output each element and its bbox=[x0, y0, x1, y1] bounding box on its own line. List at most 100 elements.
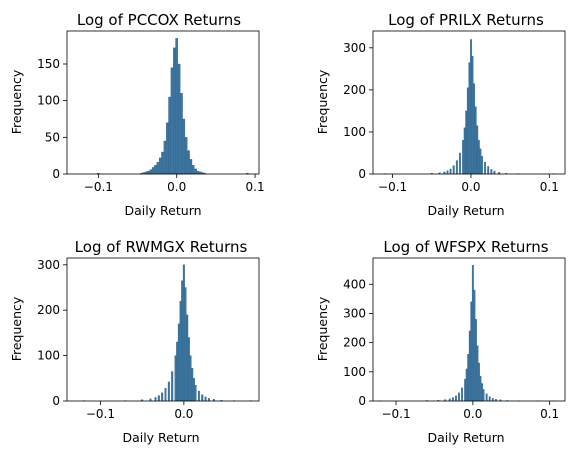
histogram-bar bbox=[482, 389, 485, 402]
histogram-bar bbox=[462, 140, 465, 175]
histogram-bar bbox=[446, 170, 449, 175]
histogram-bar bbox=[466, 87, 469, 175]
histogram-bar bbox=[207, 398, 210, 402]
histogram-bar bbox=[164, 388, 167, 402]
histogram-bar bbox=[179, 300, 182, 402]
histogram-bar bbox=[170, 67, 174, 175]
plot-frame bbox=[372, 30, 566, 175]
histogram-bar bbox=[464, 378, 467, 402]
histogram-bar bbox=[187, 337, 190, 402]
histogram-bar bbox=[184, 137, 188, 175]
histogram-bar bbox=[473, 83, 476, 175]
y-tick-label: 0 bbox=[358, 394, 366, 408]
histogram-bar bbox=[187, 150, 190, 175]
x-axis-label: Daily Return bbox=[427, 203, 504, 218]
plot-frame bbox=[66, 30, 260, 175]
y-tick-label: 50 bbox=[45, 130, 60, 144]
chart-title: Log of RWMGX Returns bbox=[75, 238, 248, 256]
histogram-bar bbox=[194, 384, 197, 402]
y-tick-label: 0 bbox=[52, 167, 60, 181]
histogram-bar bbox=[191, 165, 195, 175]
histogram-bar bbox=[468, 62, 471, 175]
plot-frame bbox=[66, 257, 260, 402]
y-tick-label: 100 bbox=[343, 125, 366, 139]
histogram-bar bbox=[158, 157, 162, 175]
histogram-bar bbox=[175, 38, 179, 175]
histogram-bar bbox=[484, 162, 486, 175]
histogram-bar bbox=[487, 166, 490, 175]
histogram-bar bbox=[196, 170, 200, 175]
histogram-bar bbox=[471, 56, 474, 175]
histogram-bar bbox=[192, 378, 195, 402]
histogram-bar bbox=[168, 96, 171, 175]
histogram-bar bbox=[463, 127, 466, 175]
histogram-bar bbox=[156, 162, 160, 175]
histogram-bar bbox=[174, 355, 177, 402]
bars bbox=[97, 38, 249, 175]
histogram-bar bbox=[197, 390, 200, 402]
histogram-bar bbox=[184, 287, 187, 402]
x-tick-label: 0.0 bbox=[463, 407, 482, 421]
x-axis-label: Daily Return bbox=[124, 203, 201, 218]
histogram-bar bbox=[151, 167, 155, 175]
y-tick-label: 100 bbox=[343, 365, 366, 379]
histogram-bar bbox=[478, 362, 480, 402]
histogram-bar bbox=[154, 397, 157, 402]
y-tick-label: 300 bbox=[343, 306, 366, 320]
x-tick-label: −0.1 bbox=[378, 180, 407, 194]
x-axis-label: Daily Return bbox=[427, 430, 504, 445]
histogram-bar bbox=[470, 39, 472, 175]
histogram-bar bbox=[455, 160, 458, 175]
histogram-bar bbox=[149, 169, 153, 175]
plot-frame bbox=[372, 257, 566, 402]
histogram-bar bbox=[485, 393, 488, 402]
histogram-bar bbox=[161, 392, 164, 402]
histogram-bar bbox=[476, 125, 479, 175]
y-tick-label: 300 bbox=[37, 258, 60, 272]
histogram-bar bbox=[459, 152, 461, 175]
x-tick-label: 0.0 bbox=[174, 407, 193, 421]
subplot-wfspx: Log of WFSPX Returns −0.1 0.0 0.1 0 100 200 3… bbox=[315, 238, 566, 445]
histogram-bar bbox=[455, 395, 457, 402]
x-tick-label: −0.1 bbox=[86, 407, 115, 421]
histogram-bar bbox=[481, 156, 483, 175]
y-ticks: 0 100 200 300 400 bbox=[343, 277, 373, 408]
x-axis-label: Daily Return bbox=[122, 430, 199, 445]
y-ticks: 0 100 200 300 bbox=[37, 258, 67, 408]
y-axis-label: Frequency bbox=[9, 296, 24, 361]
histogram-bar bbox=[204, 396, 207, 402]
y-tick-label: 150 bbox=[37, 57, 60, 71]
chart-title: Log of PCCOX Returns bbox=[77, 11, 241, 29]
histogram-bar bbox=[167, 381, 170, 402]
histogram-bar bbox=[451, 397, 454, 402]
y-tick-label: 200 bbox=[37, 303, 60, 317]
histogram-bar bbox=[471, 265, 474, 402]
histogram-bar bbox=[479, 376, 482, 402]
x-ticks: −0.1 0.0 0.1 bbox=[378, 174, 559, 194]
histogram-bar bbox=[173, 47, 176, 175]
histogram-bar bbox=[176, 341, 179, 402]
histogram-bar bbox=[182, 118, 186, 175]
histogram-bar bbox=[458, 392, 460, 402]
y-ticks: 0 50 100 150 bbox=[37, 57, 67, 181]
x-ticks: −0.1 0.0 0.1 bbox=[84, 174, 265, 194]
histogram-bar bbox=[181, 280, 184, 402]
histogram-bar bbox=[161, 151, 164, 175]
histogram-bar bbox=[449, 168, 452, 175]
histogram-bar bbox=[182, 264, 185, 402]
y-axis-label: Frequency bbox=[315, 69, 330, 134]
x-tick-label: 0.1 bbox=[246, 180, 265, 194]
x-ticks: −0.1 0.0 bbox=[86, 401, 193, 421]
x-tick-label: 0.1 bbox=[540, 180, 559, 194]
x-tick-label: −0.1 bbox=[381, 407, 410, 421]
histogram-bar bbox=[488, 396, 491, 402]
bars bbox=[383, 39, 555, 175]
histogram-bar bbox=[468, 330, 471, 402]
histogram-bar bbox=[490, 169, 493, 175]
histogram-bar bbox=[452, 165, 455, 175]
histogram-bar bbox=[465, 110, 468, 175]
y-tick-label: 400 bbox=[343, 277, 366, 291]
y-axis-label: Frequency bbox=[315, 296, 330, 361]
x-tick-label: 0.0 bbox=[461, 180, 480, 194]
bars bbox=[82, 264, 252, 402]
